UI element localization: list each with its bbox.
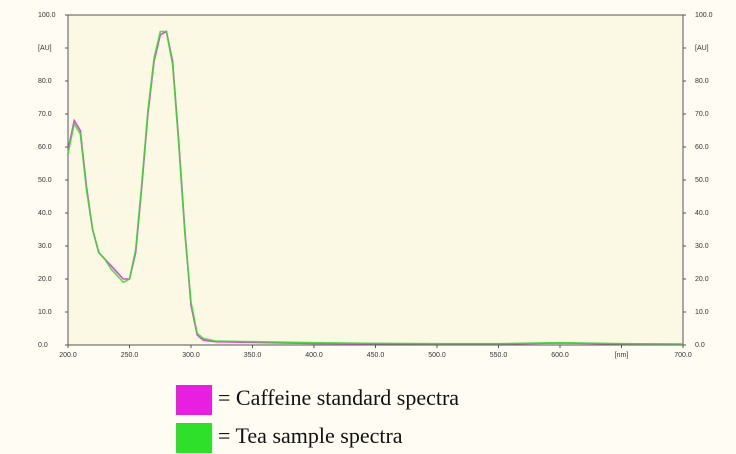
y2-tick-label: 30.0 [695,243,709,250]
x-tick-label: 300.0 [182,352,200,359]
y2-tick-label: 70.0 [695,111,709,118]
legend-label: = Tea sample spectra [218,423,403,448]
y-tick-label: 50.0 [38,177,52,184]
y-tick-label: 70.0 [38,111,52,118]
legend-swatch [176,423,212,453]
y2-tick-label: [AU] [695,45,709,52]
y2-tick-label: 20.0 [695,276,709,283]
chart: 0.0 10.0 20.0 30.0 40.0 50.0 60.0 70.0 80.0 [AU] 1… [0,0,736,454]
x-tick-label: 450.0 [367,352,385,359]
y-tick-label: 30.0 [38,243,52,250]
y-tick-label: 10.0 [38,309,52,316]
x-tick-label: [nm] [615,352,629,359]
x-tick-label: 700.0 [674,352,692,359]
y-tick-label: 80.0 [38,78,52,85]
x-tick-label: 550.0 [490,352,508,359]
plot-area [68,15,683,345]
y-tick-label: 20.0 [38,276,52,283]
x-tick-label: 200.0 [59,352,77,359]
y2-tick-label: 60.0 [695,144,709,151]
y-tick-label: 60.0 [38,144,52,151]
x-tick-label: 500.0 [428,352,446,359]
y2-tick-label: 0.0 [695,342,705,349]
y-tick-label: [AU] [38,45,52,52]
y2-tick-label: 50.0 [695,177,709,184]
x-tick-label: 400.0 [305,352,323,359]
x-tick-label: 250.0 [121,352,139,359]
y-tick-label: 40.0 [38,210,52,217]
x-tick-label: 600.0 [551,352,569,359]
y2-tick-label: 80.0 [695,78,709,85]
y2-tick-label: 40.0 [695,210,709,217]
y2-tick-label: 100.0 [695,12,713,19]
y2-tick-label: 10.0 [695,309,709,316]
y-tick-label: 0.0 [38,342,48,349]
legend-label: = Caffeine standard spectra [218,385,459,410]
y-tick-label: 100.0 [38,12,56,19]
legend-swatch [176,385,212,415]
x-tick-label: 350.0 [244,352,262,359]
